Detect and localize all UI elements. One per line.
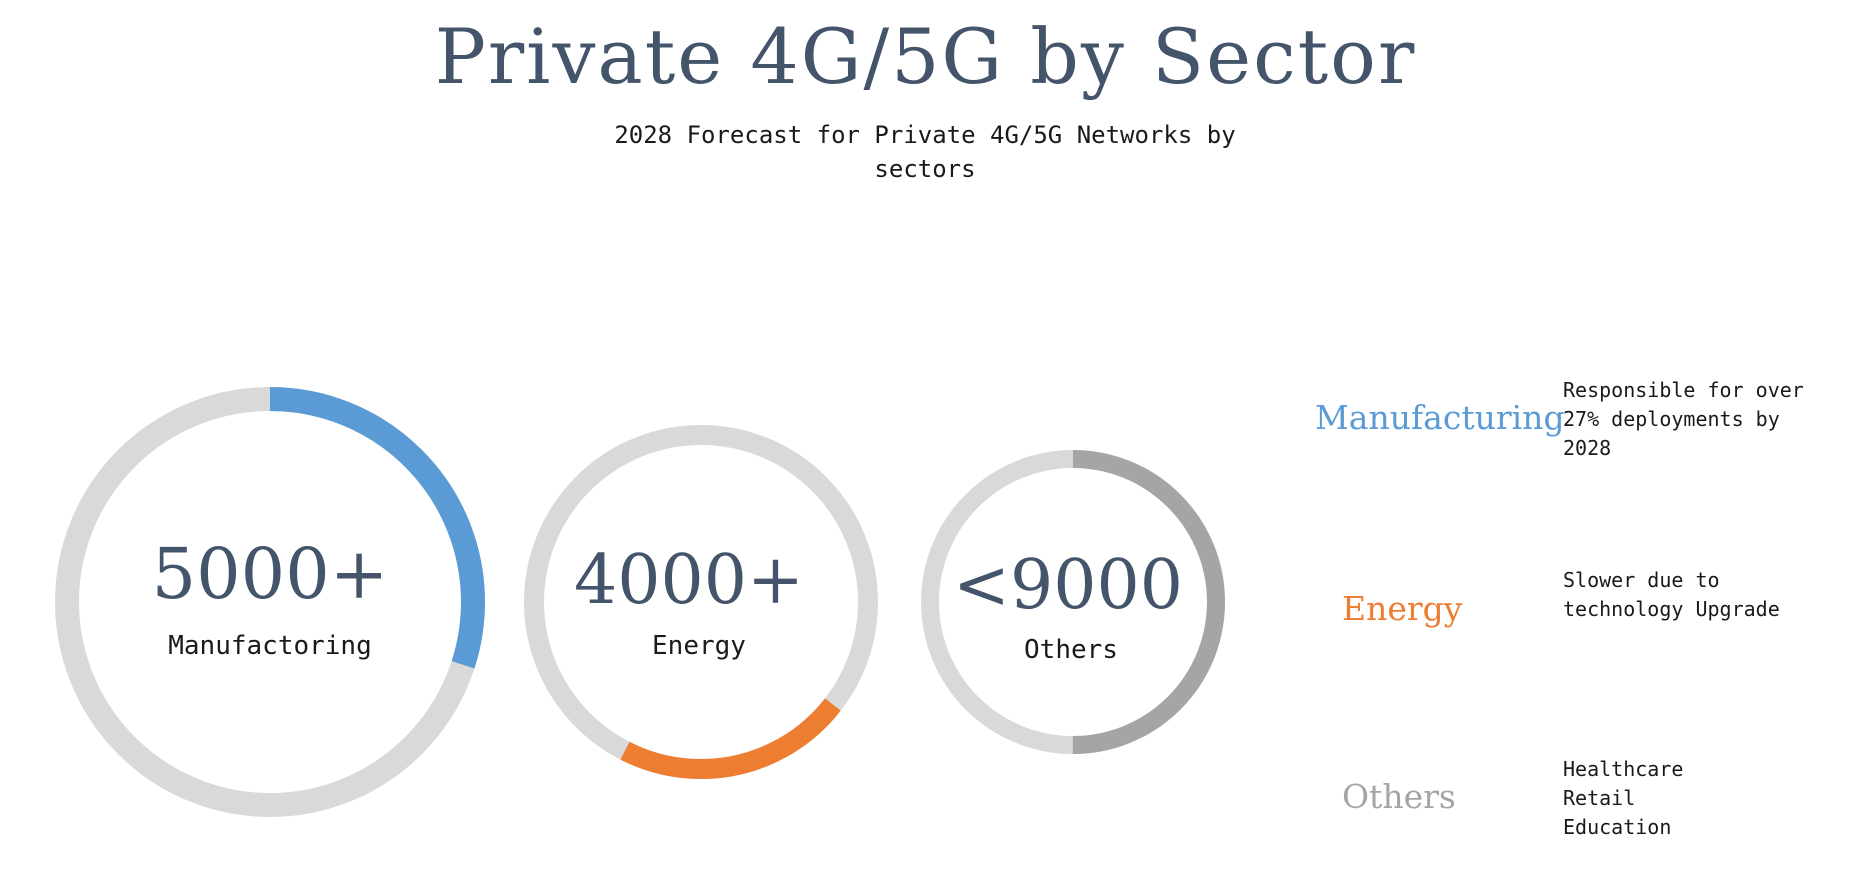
legend-name-others: Others — [1342, 777, 1456, 816]
donut-arc-others — [921, 450, 1225, 754]
donut-label-energy: Energy — [652, 631, 746, 661]
chart-subtitle: 2028 Forecast for Private 4G/5G Networks… — [614, 121, 1236, 183]
donut-arc-manufacturing — [55, 387, 485, 817]
donut-arc-energy — [524, 425, 878, 779]
donut-value-others: <9000 — [953, 546, 1183, 625]
chart-title: Private 4G/5G by Sector — [434, 12, 1417, 101]
legend-name-energy: Energy — [1342, 589, 1463, 628]
donut-manufacturing: 5000+ Manufactoring — [55, 387, 485, 817]
donut-value-manufacturing: 5000+ — [152, 533, 389, 615]
legend-name-manufacturing: Manufacturing — [1315, 398, 1565, 437]
donut-value-energy: 4000+ — [574, 541, 804, 620]
legend-desc-energy: Slower due to technology Upgrade — [1563, 568, 1780, 621]
legend-desc-manufacturing: Responsible for over 27% deployments by … — [1563, 378, 1804, 460]
donut-others: <9000 Others — [921, 450, 1225, 754]
donut-label-manufacturing: Manufactoring — [168, 631, 372, 661]
legend-desc-others: Healthcare Retail Education — [1563, 757, 1684, 839]
donut-energy: 4000+ Energy — [524, 425, 878, 779]
donut-label-others: Others — [1024, 635, 1118, 665]
